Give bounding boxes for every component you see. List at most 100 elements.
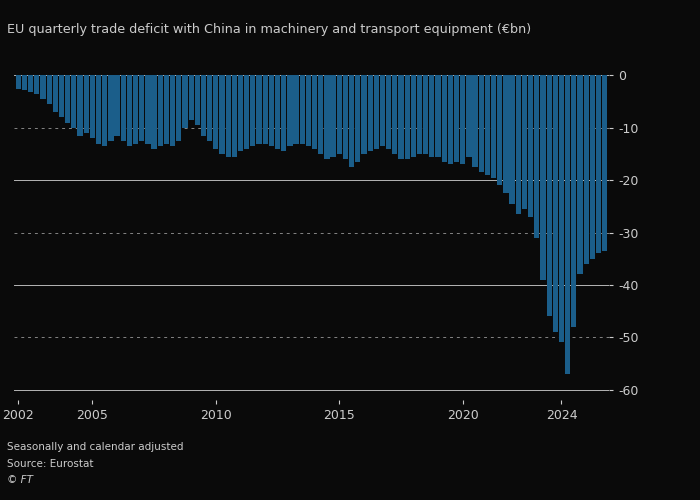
Bar [349,76,354,167]
Bar [312,76,317,149]
Bar [47,76,52,104]
Bar [528,76,533,217]
Bar [571,76,576,326]
Bar [34,76,39,94]
Bar [182,76,188,128]
Bar [127,76,132,146]
Bar [516,76,521,214]
Bar [250,76,255,146]
Bar [96,76,101,144]
Bar [52,76,58,112]
Bar [115,76,120,136]
Bar [497,76,503,186]
Bar [343,76,348,159]
Bar [232,76,237,156]
Bar [65,76,70,122]
Bar [398,76,404,159]
Bar [540,76,545,280]
Bar [503,76,508,193]
Bar [429,76,435,156]
Bar [423,76,428,154]
Bar [102,76,107,146]
Bar [188,76,194,120]
Bar [337,76,342,154]
Text: EU quarterly trade deficit with China in machinery and transport equipment (€bn): EU quarterly trade deficit with China in… [7,22,531,36]
Bar [448,76,453,164]
Bar [90,76,95,138]
Bar [318,76,323,154]
Bar [374,76,379,149]
Bar [22,76,27,90]
Bar [411,76,416,156]
Bar [225,76,231,156]
Bar [176,76,181,141]
Bar [510,76,514,204]
Bar [146,76,150,144]
Bar [195,76,200,125]
Bar [491,76,496,178]
Bar [71,76,76,128]
Bar [256,76,262,144]
Bar [547,76,552,316]
Bar [485,76,490,175]
Bar [435,76,441,156]
Bar [392,76,398,154]
Bar [281,76,286,152]
Bar [214,76,218,149]
Bar [219,76,225,154]
Bar [361,76,367,154]
Bar [417,76,422,154]
Bar [473,76,477,167]
Bar [170,76,175,146]
Bar [28,76,34,92]
Bar [158,76,163,146]
Bar [207,76,212,141]
Bar [460,76,466,164]
Bar [522,76,527,209]
Bar [602,76,608,251]
Bar [330,76,336,156]
Bar [244,76,249,149]
Bar [559,76,564,342]
Bar [120,76,126,141]
Bar [59,76,64,118]
Bar [380,76,385,146]
Bar [41,76,46,99]
Bar [386,76,391,149]
Bar [275,76,280,149]
Bar [139,76,144,141]
Bar [584,76,589,264]
Bar [553,76,558,332]
Bar [534,76,540,237]
Bar [466,76,472,156]
Bar [578,76,582,274]
Bar [479,76,484,172]
Bar [300,76,305,144]
Bar [442,76,447,162]
Bar [596,76,601,254]
Bar [405,76,409,159]
Text: Seasonally and calendar adjusted: Seasonally and calendar adjusted [7,442,183,452]
Bar [164,76,169,144]
Bar [565,76,570,374]
Bar [108,76,113,141]
Bar [306,76,311,146]
Text: Source: Eurostat: Source: Eurostat [7,459,94,469]
Bar [83,76,89,133]
Bar [133,76,138,144]
Bar [324,76,330,159]
Bar [368,76,373,152]
Bar [355,76,360,162]
Text: © FT: © FT [7,475,33,485]
Bar [454,76,459,162]
Bar [262,76,268,144]
Bar [201,76,206,136]
Bar [287,76,293,146]
Bar [151,76,157,149]
Bar [15,76,21,88]
Bar [589,76,595,258]
Bar [269,76,274,146]
Bar [293,76,299,144]
Bar [238,76,243,152]
Bar [78,76,83,136]
